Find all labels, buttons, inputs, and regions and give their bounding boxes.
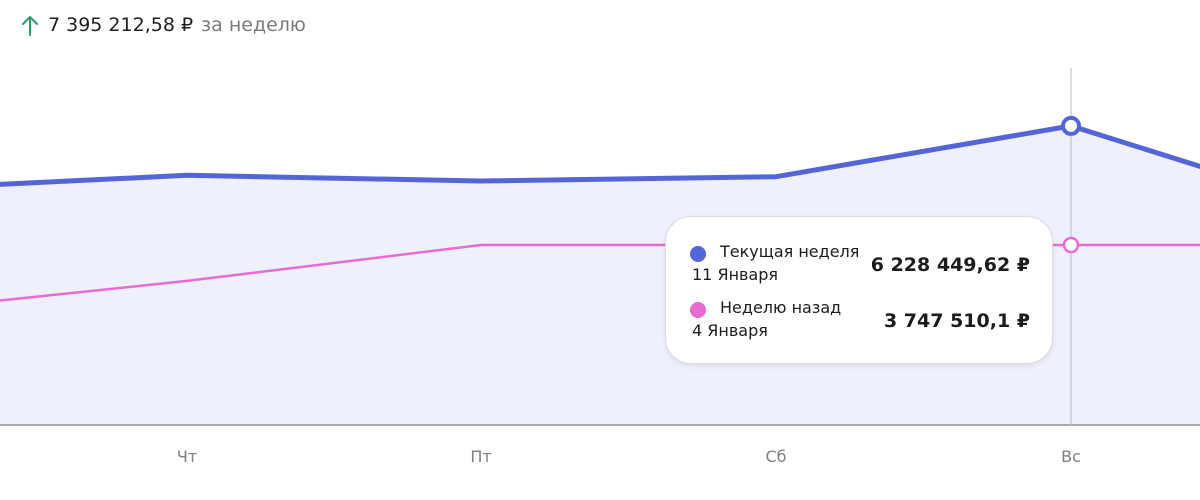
tooltip-value: 6 228 449,62 ₽: [870, 254, 1030, 276]
tooltip-row-previous: Неделю назад 4 Января 3 747 510,1 ₽: [690, 297, 1030, 341]
weekly-total-value: 7 395 212,58 ₽: [48, 14, 194, 36]
x-tick-label: Пт: [470, 447, 491, 466]
arrow-up-icon: [22, 16, 38, 36]
tooltip-series-name: Неделю назад: [720, 298, 842, 317]
current-week-line: [0, 123, 1200, 187]
weekly-total-period: за неделю: [201, 14, 306, 36]
current-week-legend-dot: [690, 246, 706, 262]
weekly-summary: 7 395 212,58 ₽ за неделю: [20, 10, 306, 40]
previous-week-legend-dot: [690, 302, 706, 318]
tooltip-series-name: Текущая неделя: [720, 242, 860, 261]
tooltip-date: 4 Января: [692, 321, 768, 340]
previous-week-highlight-point: [1062, 236, 1080, 254]
x-tick-label: Чт: [177, 447, 197, 466]
x-tick-label: Сб: [765, 447, 786, 466]
x-tick-label: Вс: [1061, 447, 1081, 466]
tooltip-date: 11 Января: [692, 265, 779, 284]
tooltip-value: 3 747 510,1 ₽: [883, 310, 1030, 332]
current-week-highlight-point: [1061, 115, 1081, 136]
previous-week-line: [0, 243, 1200, 302]
chart-tooltip: Текущая неделя 11 Января 6 228 449,62 ₽ …: [665, 216, 1053, 364]
tooltip-row-current: Текущая неделя 11 Января 6 228 449,62 ₽: [690, 241, 1030, 285]
